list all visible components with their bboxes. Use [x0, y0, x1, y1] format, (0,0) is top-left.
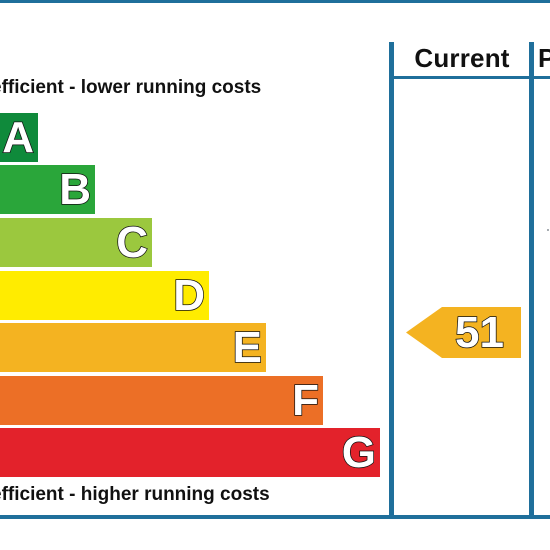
band-a-letter: A — [1, 112, 34, 163]
top-border — [0, 0, 550, 3]
band-a: A — [0, 112, 38, 163]
band-e-letter: E — [232, 322, 263, 373]
band-f-letter: F — [291, 375, 319, 426]
band-d: D — [0, 270, 209, 321]
band-e: E — [0, 322, 266, 373]
current-column-border-left — [389, 42, 394, 519]
potential-column-partial-mark: · — [545, 224, 550, 234]
current-column-border-right — [529, 42, 534, 519]
band-d-letter: D — [172, 270, 205, 321]
band-f: F — [0, 375, 323, 426]
current-rating-arrow: 51 — [406, 307, 521, 358]
header-divider — [389, 76, 550, 79]
bottom-caption: efficient - higher running costs — [0, 484, 270, 505]
band-g: G — [0, 427, 380, 478]
band-g-letter: G — [341, 427, 377, 478]
current-column-header: Current — [414, 42, 510, 73]
potential-column-header: P — [538, 42, 550, 73]
band-b: B — [0, 164, 95, 215]
bottom-border — [0, 515, 550, 519]
band-b-letter: B — [58, 164, 91, 215]
band-c: C — [0, 217, 152, 268]
band-c-letter: C — [115, 217, 148, 268]
top-caption: efficient - lower running costs — [0, 77, 262, 98]
